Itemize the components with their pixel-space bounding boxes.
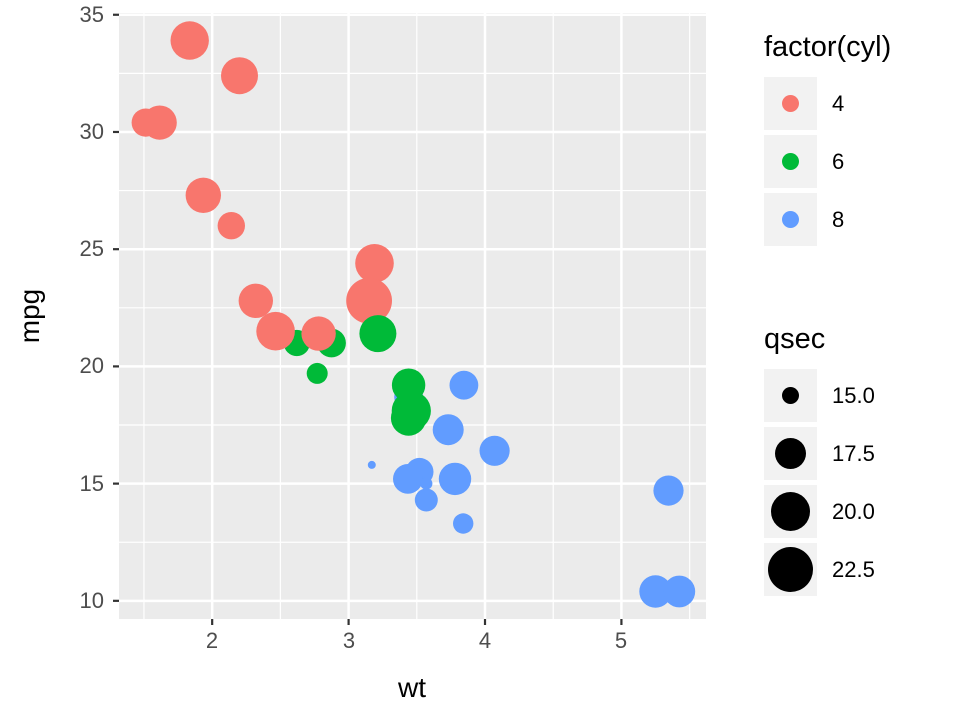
legend-qsec: qsec 15.0 17.5 20.0 22.5 bbox=[764, 322, 875, 601]
qsec-22.5-point-icon bbox=[768, 547, 813, 592]
data-point-cyl-4 bbox=[131, 108, 160, 137]
legend-factor-cyl-title: factor(cyl) bbox=[764, 31, 892, 63]
legend-key-swatch bbox=[764, 427, 817, 480]
data-point-cyl-4 bbox=[185, 177, 221, 213]
data-point-cyl-8 bbox=[449, 370, 479, 400]
data-point-cyl-4 bbox=[221, 57, 258, 95]
legend-key-swatch bbox=[764, 135, 817, 188]
legend-key-swatch bbox=[764, 543, 817, 596]
x-tick-label: 5 bbox=[614, 628, 628, 653]
legend-item-qsec-20: 20.0 bbox=[764, 485, 875, 538]
legend-item-cyl-8: 8 bbox=[764, 193, 891, 246]
legend-item-qsec-15: 15.0 bbox=[764, 369, 875, 422]
data-point-cyl-8 bbox=[432, 414, 464, 446]
data-point-cyl-4 bbox=[355, 243, 394, 283]
legend-qsec-title: qsec bbox=[764, 323, 826, 355]
data-point-cyl-6 bbox=[391, 368, 426, 402]
y-tick-label: 35 bbox=[79, 2, 104, 27]
data-point-cyl-8 bbox=[639, 575, 672, 608]
legend-key-swatch bbox=[764, 485, 817, 538]
legend-label-cyl-8: 8 bbox=[832, 206, 845, 232]
y-tick-label: 30 bbox=[79, 119, 104, 144]
x-axis-title: wt bbox=[398, 672, 426, 703]
y-tick-label: 25 bbox=[79, 236, 104, 261]
data-point-cyl-8 bbox=[414, 488, 438, 512]
cyl-8-point-icon bbox=[782, 211, 799, 228]
legend-key-swatch bbox=[764, 77, 817, 130]
qsec-15-point-icon bbox=[782, 387, 799, 404]
legend-factor-cyl: factor(cyl) 4 6 8 bbox=[764, 30, 891, 251]
data-point-cyl-8 bbox=[479, 435, 510, 466]
legend-label-qsec-15: 15.0 bbox=[832, 382, 875, 408]
legend-label-cyl-6: 6 bbox=[832, 148, 845, 174]
legend-label-cyl-4: 4 bbox=[832, 90, 845, 116]
data-point-cyl-4 bbox=[170, 21, 209, 60]
x-tick-label: 2 bbox=[205, 628, 219, 653]
legend-item-cyl-4: 4 bbox=[764, 77, 891, 130]
x-tick-label: 4 bbox=[478, 628, 492, 653]
qsec-20-point-icon bbox=[771, 492, 810, 531]
legend-key-swatch bbox=[764, 369, 817, 422]
y-tick-label: 15 bbox=[79, 471, 104, 496]
data-point-cyl-6 bbox=[306, 362, 328, 384]
qsec-17.5-point-icon bbox=[775, 438, 806, 469]
legend-label-qsec-22.5: 22.5 bbox=[832, 556, 875, 582]
panel-background bbox=[119, 13, 706, 619]
legend-label-qsec-17.5: 17.5 bbox=[832, 440, 875, 466]
y-axis-title: mpg bbox=[14, 288, 45, 344]
data-point-cyl-6 bbox=[390, 400, 427, 436]
x-tick-label: 3 bbox=[342, 628, 356, 653]
legend-label-qsec-20: 20.0 bbox=[832, 498, 875, 524]
data-point-cyl-8 bbox=[453, 513, 474, 534]
data-point-cyl-4 bbox=[217, 212, 245, 240]
data-point-cyl-8 bbox=[420, 477, 433, 490]
data-point-cyl-8 bbox=[438, 462, 472, 496]
data-point-cyl-4 bbox=[238, 283, 273, 318]
legend-item-cyl-6: 6 bbox=[764, 135, 891, 188]
data-point-cyl-8 bbox=[393, 464, 423, 494]
legend-key-swatch bbox=[764, 193, 817, 246]
data-point-cyl-8 bbox=[367, 460, 376, 469]
y-tick-label: 10 bbox=[79, 588, 104, 613]
cyl-4-point-icon bbox=[782, 95, 799, 112]
legend-item-qsec-17.5: 17.5 bbox=[764, 427, 875, 480]
legend-item-qsec-22.5: 22.5 bbox=[764, 543, 875, 596]
data-point-cyl-8 bbox=[653, 475, 684, 506]
data-point-cyl-4 bbox=[301, 316, 336, 351]
data-point-cyl-8 bbox=[663, 575, 696, 608]
cyl-6-point-icon bbox=[782, 153, 799, 170]
data-point-cyl-6 bbox=[359, 315, 397, 353]
y-tick-label: 20 bbox=[79, 353, 104, 378]
data-point-cyl-4 bbox=[346, 277, 392, 324]
data-point-cyl-4 bbox=[256, 311, 295, 351]
